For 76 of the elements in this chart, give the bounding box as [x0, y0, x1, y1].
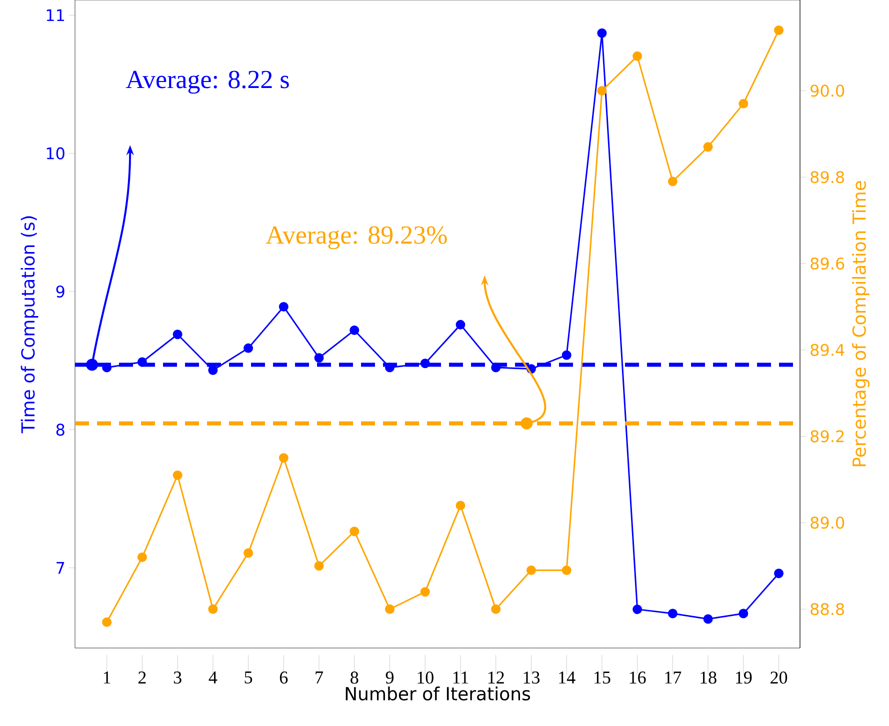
annotation: Average: 8.22 s: [126, 70, 289, 94]
x-tick-label: 17: [665, 672, 682, 684]
x-tick-label: 13: [524, 672, 540, 684]
point: [244, 548, 254, 558]
point: [456, 320, 466, 330]
point: [350, 526, 360, 536]
point: [208, 366, 218, 376]
y-tick-label: 8: [56, 424, 64, 436]
point: [703, 142, 713, 152]
point: [562, 350, 572, 360]
y2-tick-label: 89.8: [810, 171, 844, 184]
point: [456, 500, 466, 510]
point: [244, 343, 254, 353]
point: [668, 608, 678, 618]
point: [774, 568, 784, 578]
point: [632, 51, 642, 61]
point: [491, 362, 501, 372]
y2-axis-title: Percentage of Compilation Time: [852, 180, 870, 466]
point: [420, 587, 430, 597]
x-tick-label: 14: [559, 672, 576, 684]
x-tick-label: 16: [630, 672, 646, 684]
x-tick-label: 3: [174, 672, 182, 684]
point: [137, 357, 147, 367]
point: [172, 330, 182, 340]
y2-tick-label: 89.4: [810, 344, 844, 356]
point: [597, 28, 607, 38]
y-axis-title: Time of Computation (s): [20, 216, 38, 434]
point: [597, 86, 607, 96]
point: [385, 362, 395, 372]
point: [102, 362, 112, 372]
point: [314, 561, 324, 571]
y-tick-label: 10: [46, 147, 64, 160]
x-tick-label: 9: [386, 672, 394, 684]
point: [420, 358, 430, 368]
point: [350, 325, 360, 335]
point: [774, 25, 784, 35]
point: [385, 604, 395, 614]
y2-tick-label: 89.6: [810, 257, 844, 270]
x-tick-label: 20: [770, 672, 788, 684]
point: [562, 565, 572, 575]
point: [208, 604, 218, 614]
x-tick-label: 5: [244, 672, 252, 684]
annotation: Average: 89.23%: [266, 226, 447, 250]
point: [314, 353, 324, 363]
y-tick-label: 11: [46, 9, 64, 22]
point: [491, 604, 501, 614]
x-tick-label: 2: [138, 672, 146, 684]
x-tick-label: 7: [316, 672, 324, 684]
y-tick-label: 9: [56, 285, 64, 298]
x-tick-label: 10: [418, 672, 434, 684]
x-tick-label: 12: [488, 672, 504, 684]
x-tick-label: 1: [104, 672, 110, 684]
point: [632, 604, 642, 614]
point: [703, 614, 713, 624]
y2-tick-label: 90.0: [810, 84, 844, 97]
point: [526, 565, 536, 575]
y2-tick-label: 88.8: [810, 603, 844, 616]
point: [278, 302, 288, 312]
point: [738, 608, 748, 618]
point: [278, 453, 288, 463]
x-tick-label: 19: [736, 672, 752, 684]
x-tick-label: 15: [594, 672, 610, 684]
point: [668, 176, 678, 186]
y2-tick-label: 89.0: [810, 516, 844, 529]
x-tick-label: 18: [700, 672, 716, 684]
point: [137, 552, 147, 562]
y-tick-label: 7: [56, 562, 64, 574]
point: [102, 617, 112, 627]
x-axis-title: Number of Iterations: [346, 686, 530, 700]
x-tick-label: 8: [350, 672, 358, 684]
x-tick-label: 11: [453, 672, 468, 684]
x-tick-label: 4: [208, 672, 218, 684]
point: [738, 98, 748, 108]
point: [172, 470, 182, 480]
x-tick-label: 6: [280, 672, 288, 684]
y2-tick-label: 89.2: [810, 430, 844, 442]
